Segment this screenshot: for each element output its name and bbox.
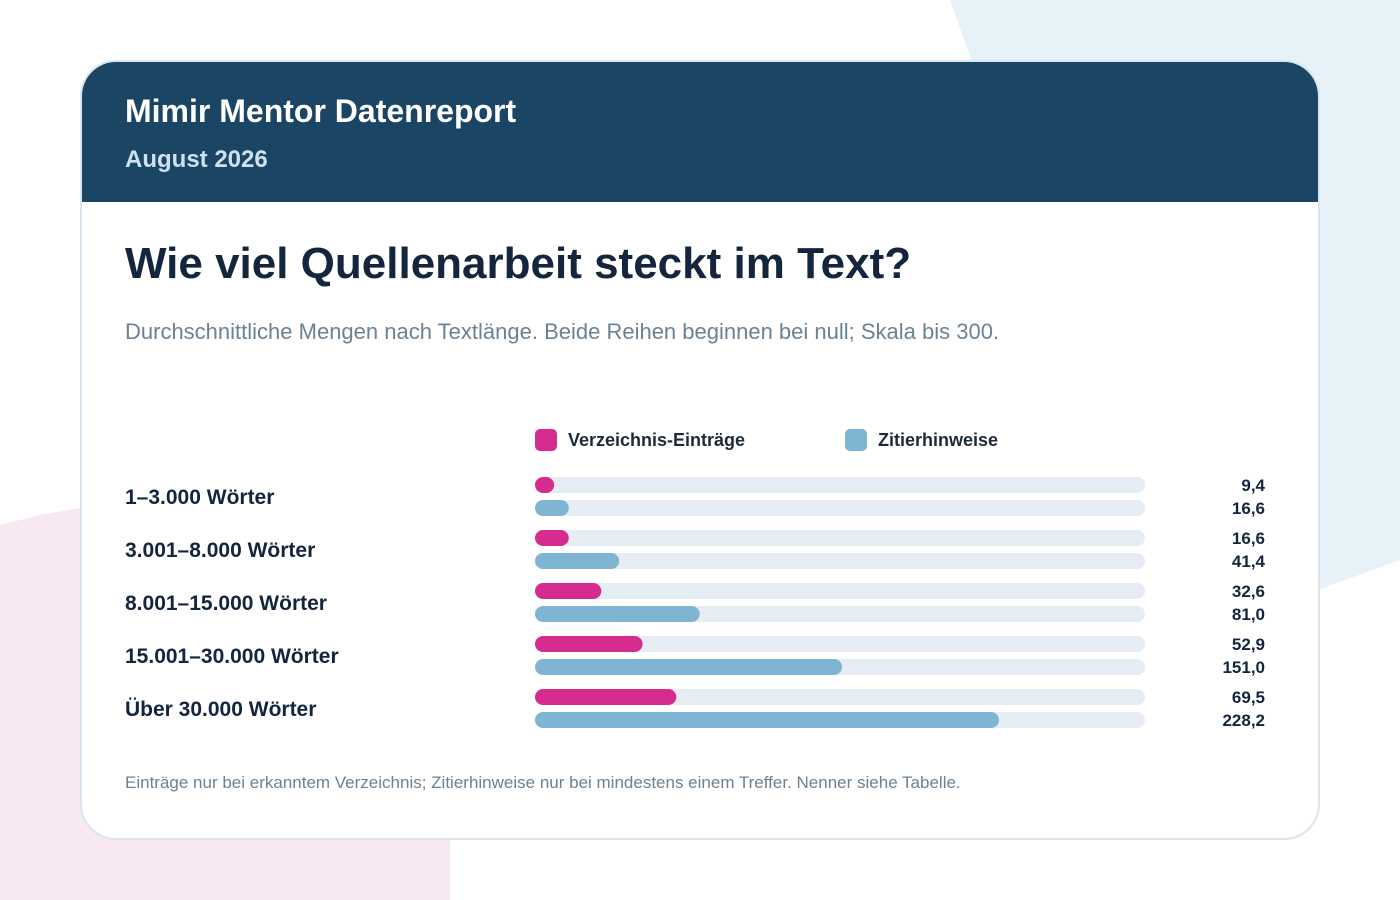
bar-chart: Verzeichnis-Einträge Zitierhinweise 1–3.00…	[125, 429, 1266, 730]
value-label: 52,9	[1232, 635, 1265, 654]
value-label: 151,0	[1222, 658, 1265, 677]
category-label: 3.001–8.000 Wörter	[125, 539, 315, 562]
bar	[535, 530, 569, 546]
chart-footnote: Einträge nur bei erkanntem Verzeichnis; …	[125, 773, 961, 792]
category-label: 1–3.000 Wörter	[125, 486, 274, 509]
report-title: Mimir Mentor Datenreport	[125, 93, 517, 129]
bar-track	[535, 689, 1145, 705]
legend-label: Zitierhinweise	[878, 430, 998, 450]
category-label: 15.001–30.000 Wörter	[125, 645, 339, 668]
bar	[535, 689, 677, 705]
bar	[535, 583, 602, 599]
chart-title: Wie viel Quellenarbeit steckt im Text?	[125, 239, 912, 288]
bar-track	[535, 636, 1145, 652]
bar	[535, 659, 843, 675]
bar-track	[535, 500, 1145, 516]
value-label: 16,6	[1232, 499, 1265, 518]
bar	[535, 500, 569, 516]
chart-subtitle: Durchschnittliche Mengen nach Textlänge.…	[125, 319, 1000, 344]
bar-track	[535, 530, 1145, 546]
category-label: Über 30.000 Wörter	[125, 698, 316, 721]
legend-label: Verzeichnis-Einträge	[568, 430, 745, 450]
bar	[535, 477, 555, 493]
bar-track	[535, 583, 1145, 599]
report-header: Mimir Mentor Datenreport August 2026	[82, 62, 1318, 202]
bar-track	[535, 553, 1145, 569]
bar-track	[535, 477, 1145, 493]
bar	[535, 712, 1000, 728]
bar	[535, 636, 643, 652]
value-label: 81,0	[1232, 605, 1265, 624]
bar	[535, 606, 700, 622]
value-label: 228,2	[1222, 711, 1265, 730]
report-date: August 2026	[125, 146, 268, 173]
value-label: 16,6	[1232, 529, 1265, 548]
value-label: 41,4	[1232, 552, 1266, 571]
value-label: 32,6	[1232, 582, 1265, 601]
legend-swatch	[845, 429, 867, 451]
report-card: Mimir Mentor Datenreport August 2026 Wie…	[80, 60, 1320, 840]
category-label: 8.001–15.000 Wörter	[125, 592, 327, 615]
value-label: 69,5	[1232, 688, 1265, 707]
value-label: 9,4	[1241, 476, 1265, 495]
legend-swatch	[535, 429, 557, 451]
bar	[535, 553, 620, 569]
